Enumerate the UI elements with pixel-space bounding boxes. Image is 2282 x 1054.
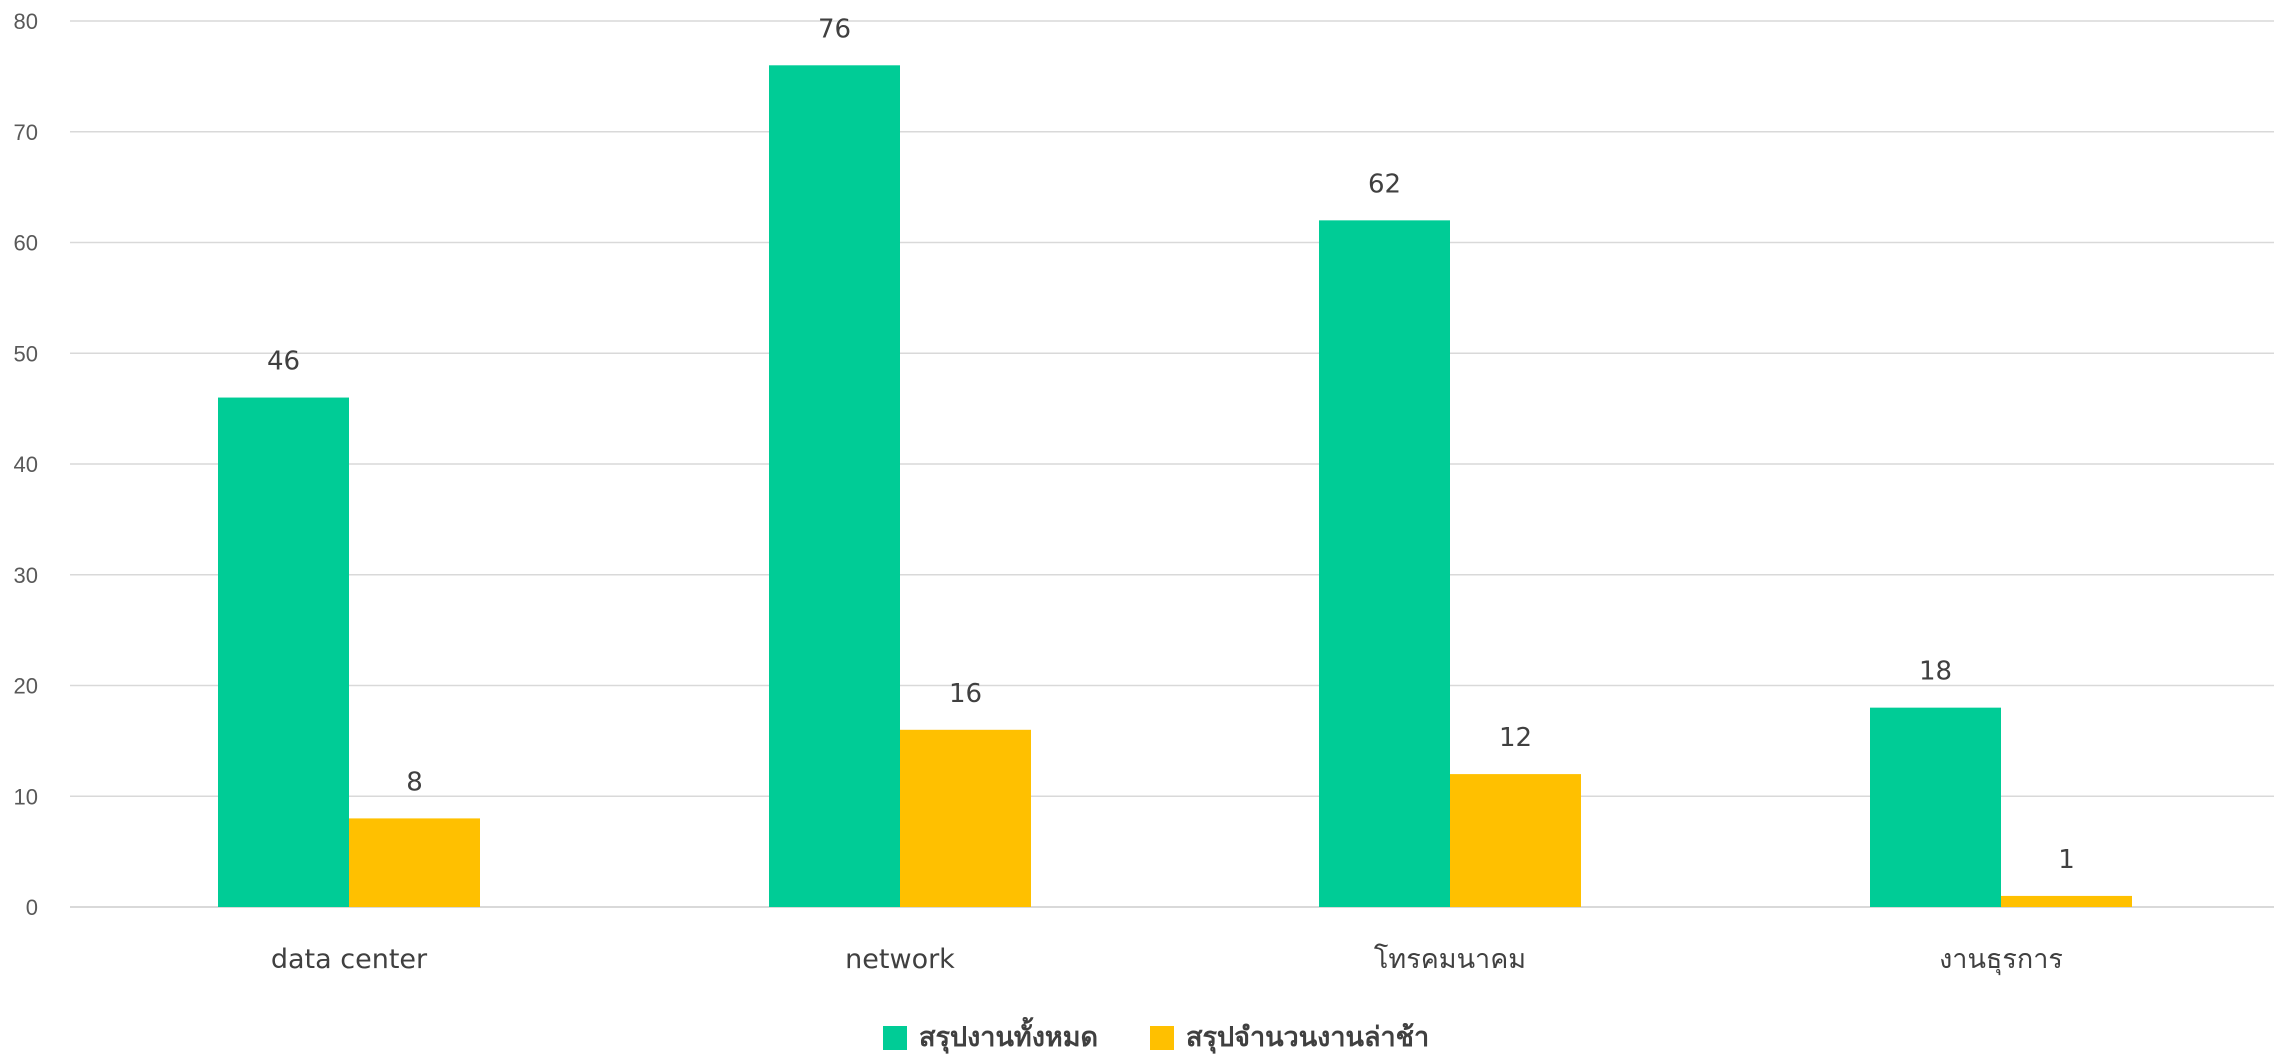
data-label: 62: [1368, 169, 1401, 199]
x-tick-label: network: [845, 944, 955, 975]
bar: [900, 730, 1031, 907]
bars: [218, 65, 2132, 907]
x-tick-label: งานธุรการ: [1939, 944, 2063, 976]
y-tick-label: 0: [26, 895, 38, 920]
legend-label: สรุปจำนวนงานล่าช้า: [1186, 1022, 1429, 1054]
x-tick-label: โทรคมนาคม: [1374, 944, 1526, 975]
legend: สรุปงานทั้งหมด สรุปจำนวนงานล่าช้า: [883, 1016, 1429, 1054]
y-tick-label: 60: [14, 231, 38, 256]
y-tick-label: 80: [14, 9, 38, 34]
y-tick-label: 40: [14, 452, 38, 477]
data-label: 76: [818, 14, 851, 44]
bar: [1450, 774, 1581, 907]
y-tick-label: 30: [14, 563, 38, 588]
data-label: 18: [1919, 657, 1952, 687]
bar: [349, 818, 480, 907]
data-label: 16: [949, 679, 982, 709]
bar: [1870, 708, 2001, 907]
y-axis-ticks: 0 10 20 30 40 50 60 70 80: [14, 9, 38, 920]
bar: [1319, 220, 1450, 907]
y-tick-label: 10: [14, 784, 38, 809]
data-label: 46: [267, 347, 300, 377]
bar: [769, 65, 900, 907]
y-tick-label: 70: [14, 120, 38, 145]
y-tick-label: 20: [14, 674, 38, 699]
y-tick-label: 50: [14, 341, 38, 366]
data-label: 8: [406, 767, 423, 797]
legend-label: สรุปงานทั้งหมด: [919, 1016, 1098, 1054]
legend-swatch: [883, 1026, 907, 1050]
x-axis-ticks: data center network โทรคมนาคม งานธุรการ: [271, 944, 2063, 976]
bar: [2001, 896, 2132, 907]
data-label: 12: [1499, 723, 1532, 753]
data-label: 1: [2058, 845, 2075, 875]
bar: [218, 398, 349, 907]
x-tick-label: data center: [271, 944, 428, 975]
data-labels: 46 8 76 16 62 12 18 1: [267, 14, 2075, 875]
legend-swatch: [1150, 1026, 1174, 1050]
